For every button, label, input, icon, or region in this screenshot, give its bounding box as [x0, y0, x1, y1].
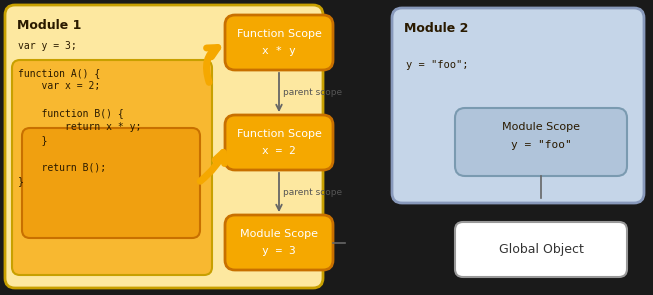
FancyBboxPatch shape [455, 222, 627, 277]
Text: x * y: x * y [262, 46, 296, 56]
Text: Global Object: Global Object [498, 243, 583, 256]
Text: return x * y;: return x * y; [18, 122, 142, 132]
FancyBboxPatch shape [12, 60, 212, 275]
Text: parent scope: parent scope [283, 88, 342, 97]
Text: Module Scope: Module Scope [502, 122, 580, 132]
FancyBboxPatch shape [225, 215, 333, 270]
Text: function A() {: function A() { [18, 68, 101, 78]
Text: Function Scope: Function Scope [236, 129, 321, 139]
Text: Module 1: Module 1 [17, 19, 82, 32]
Text: y = "foo";: y = "foo"; [406, 60, 468, 70]
FancyBboxPatch shape [225, 15, 333, 70]
FancyBboxPatch shape [5, 5, 323, 288]
Text: var x = 2;: var x = 2; [18, 81, 101, 91]
Text: Module 2: Module 2 [404, 22, 468, 35]
FancyBboxPatch shape [22, 128, 200, 238]
Text: var y = 3;: var y = 3; [18, 41, 77, 51]
Text: Function Scope: Function Scope [236, 29, 321, 39]
Text: }: } [18, 176, 24, 186]
FancyBboxPatch shape [225, 115, 333, 170]
Text: function B() {: function B() { [18, 109, 124, 119]
Text: parent scope: parent scope [283, 188, 342, 197]
Text: return B();: return B(); [18, 163, 106, 173]
FancyBboxPatch shape [455, 108, 627, 176]
Text: x = 2: x = 2 [262, 146, 296, 156]
Text: y = 3: y = 3 [262, 246, 296, 256]
Text: }: } [18, 135, 48, 145]
Text: Module Scope: Module Scope [240, 229, 318, 239]
FancyBboxPatch shape [392, 8, 644, 203]
Text: y = "foo": y = "foo" [511, 140, 571, 150]
